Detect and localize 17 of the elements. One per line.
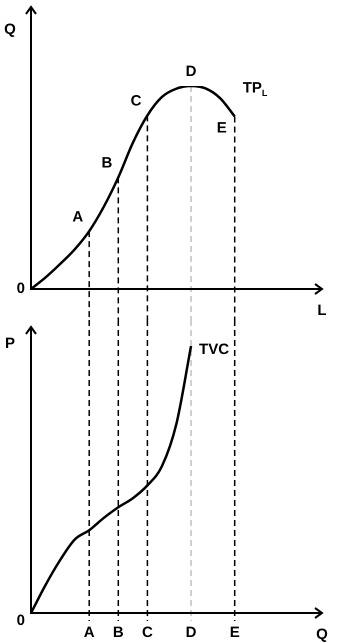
text: 0 [16,612,25,630]
text: D [186,63,197,80]
annotation: E [216,120,227,137]
x-tick-label: E [230,624,240,642]
y-axis-title: P [5,335,16,352]
annotation: C [130,92,142,110]
x-tick-label: A [84,624,95,642]
series-label: TVC [199,341,230,358]
x-tick-label: C [142,624,153,642]
x-tick-label: B [112,624,124,642]
annotation: A [72,208,84,226]
x-axis-title: L [317,302,327,320]
x-tick-label: D [186,624,197,642]
x-axis-title: Q [316,626,328,643]
text: 0 [16,280,25,298]
annotation: B [101,154,112,172]
y-axis-title: Q [4,21,16,38]
